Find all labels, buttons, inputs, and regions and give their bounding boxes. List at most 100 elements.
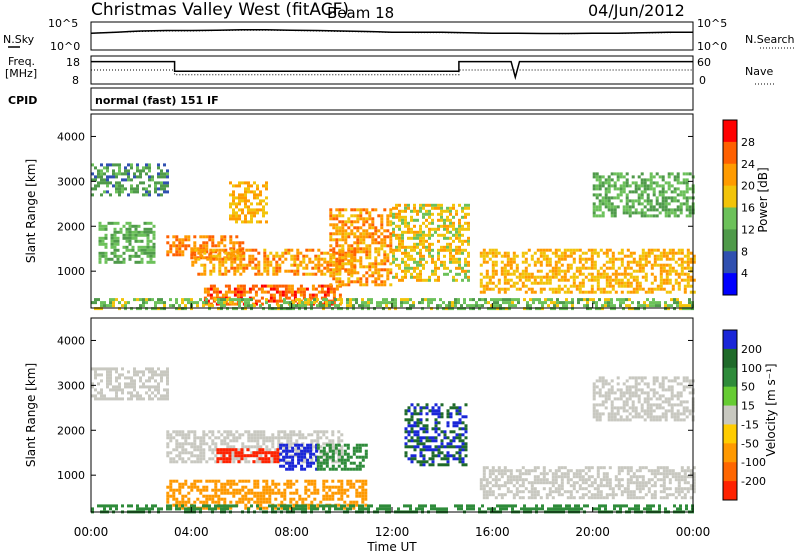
heatmap-cell — [404, 209, 407, 213]
heatmap-cell — [237, 454, 241, 458]
heatmap-cell — [335, 241, 339, 245]
heatmap-cell — [653, 472, 657, 476]
heatmap-cell — [338, 229, 342, 233]
heatmap-cell — [568, 301, 571, 305]
heatmap-cell — [298, 497, 302, 501]
heatmap-cell — [685, 181, 689, 185]
heatmap-cell — [109, 388, 112, 392]
heatmap-cell — [478, 304, 481, 308]
heatmap-cell — [559, 301, 562, 305]
heatmap-cell — [679, 301, 682, 305]
heatmap-cell — [506, 478, 510, 482]
heatmap-cell — [614, 484, 618, 488]
heatmap-cell — [575, 269, 579, 273]
heatmap-cell — [413, 409, 417, 413]
heatmap-cell — [659, 490, 663, 494]
heatmap-cell — [294, 443, 298, 447]
heatmap-cell — [338, 211, 342, 215]
heatmap-cell — [643, 301, 646, 305]
heatmap-cell — [401, 242, 404, 246]
heatmap-cell — [554, 478, 558, 482]
heatmap-cell — [655, 184, 659, 188]
heatmap-cell — [428, 436, 432, 440]
heatmap-cell — [220, 439, 224, 443]
heatmap-cell — [631, 181, 635, 185]
heatmap-cell — [557, 493, 561, 497]
heatmap-cell — [209, 260, 213, 264]
heatmap-cell — [337, 449, 341, 453]
heatmap-cell — [326, 284, 330, 288]
heatmap-cell — [314, 257, 318, 261]
heatmap-cell — [488, 490, 492, 494]
heatmap-cell — [300, 443, 304, 447]
heatmap-cell — [136, 187, 139, 191]
heatmap-cell — [643, 205, 647, 209]
heatmap-cell — [377, 241, 381, 245]
heatmap-cell — [91, 382, 94, 386]
heatmap-cell — [467, 242, 470, 246]
heatmap-cell — [395, 236, 398, 240]
heatmap-cell — [437, 227, 440, 231]
heatmap-cell — [389, 241, 393, 245]
heatmap-cell — [214, 485, 218, 489]
heatmap-cell — [689, 487, 693, 491]
heatmap-cell — [500, 260, 504, 264]
heatmap-cell — [325, 452, 329, 456]
heatmap-cell — [119, 227, 123, 231]
heatmap-cell — [677, 475, 681, 479]
heatmap-cell — [313, 479, 317, 483]
heatmap-cell — [256, 485, 260, 489]
heatmap-cell — [565, 304, 568, 308]
heatmap-cell — [127, 397, 130, 401]
heatmap-cell — [385, 298, 388, 302]
heatmap-cell — [329, 257, 333, 261]
heatmap-cell — [335, 287, 339, 291]
heatmap-cell — [265, 187, 268, 191]
heatmap-cell — [148, 394, 151, 398]
heatmap-cell — [299, 260, 303, 264]
heatmap-cell — [479, 484, 483, 488]
heatmap-cell — [289, 445, 293, 449]
heatmap-cell — [668, 281, 672, 285]
heatmap-cell — [532, 298, 535, 302]
heatmap-cell — [361, 488, 365, 492]
heatmap-cell — [359, 265, 363, 269]
heatmap-cell — [655, 208, 659, 212]
heatmap-cell — [685, 199, 689, 203]
heatmap-cell — [253, 193, 256, 197]
heatmap-cell — [565, 301, 568, 305]
heatmap-cell — [494, 269, 498, 273]
heatmap-cell — [315, 458, 319, 462]
heatmap-cell — [554, 472, 558, 476]
heatmap-cell — [341, 283, 345, 287]
heatmap-cell — [676, 214, 680, 218]
heatmap-cell — [253, 485, 257, 489]
heatmap-cell — [368, 211, 372, 215]
heatmap-cell — [298, 448, 302, 452]
heatmap-cell — [115, 385, 118, 389]
heatmap-cell — [425, 260, 428, 264]
heatmap-cell — [587, 272, 591, 276]
heatmap-cell — [199, 460, 203, 464]
heatmap-cell — [276, 460, 280, 464]
heatmap-cell — [241, 442, 245, 446]
heatmap-cell — [157, 307, 160, 311]
heatmap-cell — [601, 202, 605, 206]
heatmap-cell — [104, 257, 108, 261]
heatmap-cell — [193, 430, 197, 434]
heatmap-cell — [261, 448, 265, 452]
heatmap-cell — [602, 472, 606, 476]
heatmap-cell — [581, 278, 585, 282]
heatmap-cell — [253, 436, 257, 440]
heatmap-cell — [148, 163, 151, 167]
heatmap-cell — [437, 433, 441, 437]
heatmap-cell — [682, 193, 686, 197]
heatmap-cell — [461, 209, 464, 213]
heatmap-cell — [181, 442, 185, 446]
heatmap-cell — [659, 275, 663, 279]
heatmap-cell — [425, 430, 429, 434]
heatmap-cell — [268, 307, 271, 311]
heatmap-cell — [163, 307, 166, 311]
heatmap-cell — [472, 304, 475, 308]
heatmap-cell — [311, 284, 315, 288]
